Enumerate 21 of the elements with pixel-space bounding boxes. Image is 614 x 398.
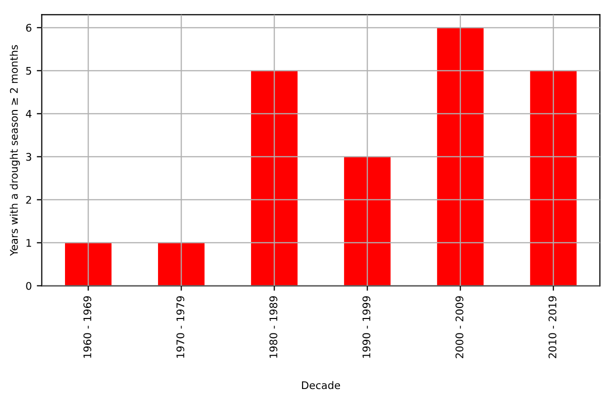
bar [251, 70, 298, 286]
x-tick-label: 1980 - 1989 [269, 296, 278, 358]
y-tick-label: 2 [26, 196, 31, 204]
x-tick-label: 2010 - 2019 [548, 296, 556, 358]
y-tick-label: 1 [26, 239, 32, 247]
y-tick-label: 5 [26, 67, 32, 75]
bar [530, 70, 577, 286]
y-tick-label: 4 [26, 110, 32, 118]
x-axis-title: Decade [302, 381, 340, 390]
x-tick-label: 2000 - 2009 [455, 296, 464, 358]
y-tick-label: 0 [26, 282, 32, 290]
bar [65, 242, 112, 286]
bar [158, 242, 205, 286]
x-tick-label: 1990 - 1999 [362, 296, 370, 358]
y-tick-label: 6 [26, 24, 32, 32]
y-axis-title: Years with a drought season ≥ 2 months [10, 45, 20, 256]
x-tick-label: 1960 - 1969 [83, 296, 92, 358]
x-tick-label: 1970 - 1979 [176, 296, 184, 358]
y-tick-label: 3 [26, 152, 32, 161]
bar [344, 156, 391, 286]
bar [437, 28, 484, 286]
